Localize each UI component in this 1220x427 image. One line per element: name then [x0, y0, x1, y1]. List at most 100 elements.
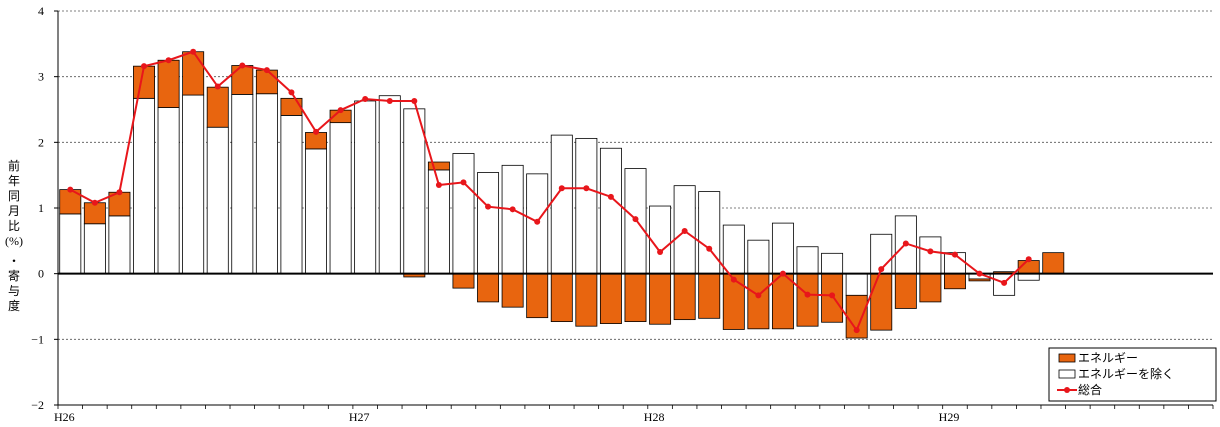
bar-energy [771, 273, 794, 330]
point-total [632, 216, 639, 223]
bar-excluding-energy [698, 191, 721, 275]
point-total [67, 186, 74, 193]
bar-energy [894, 273, 917, 309]
y-axis-title-char: 年 [8, 174, 20, 188]
legend-swatch [1058, 353, 1076, 363]
bar-excluding-energy [305, 148, 327, 275]
point-total [435, 182, 442, 189]
bar-excluding-energy [771, 222, 794, 275]
bar-energy [550, 273, 573, 323]
legend-label: 総合 [1078, 382, 1102, 397]
y-tick-label: 0 [38, 267, 44, 281]
point-total [386, 97, 393, 104]
bar-energy [1042, 252, 1065, 275]
tick-labels: 4 3 2 1 0 −1 −2 H26 H27 H28 H29 [31, 4, 959, 424]
bar-excluding-energy [599, 147, 622, 275]
point-total [509, 206, 516, 213]
bar-excluding-energy [83, 223, 106, 275]
y-axis-title-char: ・ [8, 254, 20, 268]
bar-energy [919, 273, 942, 303]
y-tick-label: −2 [31, 398, 44, 412]
x-tick-label: H29 [939, 410, 960, 424]
point-total [902, 240, 909, 247]
bar-energy [944, 273, 966, 290]
bar-excluding-energy [821, 252, 844, 275]
bar-energy [206, 86, 229, 128]
bar-excluding-energy [280, 115, 303, 275]
y-axis-title-char: 比 [8, 219, 20, 233]
point-total [583, 185, 590, 192]
bar-excluding-energy [329, 122, 352, 275]
y-axis-title-char: 同 [8, 189, 20, 203]
point-total [607, 193, 614, 200]
bar-energy [968, 278, 991, 282]
bar-energy [83, 202, 106, 225]
axes [54, 10, 1214, 409]
point-total [263, 67, 270, 74]
bar-energy [427, 161, 450, 171]
bar-excluding-energy [133, 97, 155, 275]
point-total [534, 218, 541, 225]
bar-excluding-energy [255, 93, 278, 275]
point-total [779, 270, 786, 277]
point-total [927, 248, 934, 255]
bar-excluding-energy [378, 95, 401, 275]
point-total [190, 48, 197, 55]
y-tick-label: 2 [38, 135, 44, 149]
point-total [460, 179, 467, 186]
bar-excluding-energy [403, 108, 426, 275]
y-axis-title-char: 寄 [8, 268, 20, 283]
bar-energy [624, 273, 647, 323]
point-total [288, 89, 295, 96]
x-tick-label: H28 [644, 410, 665, 424]
x-tick-label: H26 [54, 410, 75, 424]
point-total [337, 107, 344, 114]
y-axis-title-char: 与 [8, 284, 20, 298]
point-total [829, 292, 836, 299]
y-axis-title-char: 前 [8, 158, 20, 173]
bar-excluding-energy [182, 94, 205, 275]
y-tick-label: 4 [38, 4, 44, 18]
point-total [141, 63, 148, 70]
point-total [116, 189, 123, 196]
point-total [657, 248, 664, 255]
bar-energy [526, 273, 549, 319]
point-total [411, 97, 418, 104]
bar-excluding-energy [845, 273, 868, 296]
point-total [878, 266, 885, 273]
bar-energy [698, 273, 721, 319]
bar-excluding-energy [108, 215, 131, 275]
legend-swatch [1058, 369, 1076, 379]
y-tick-label: −1 [31, 332, 44, 346]
y-tick-label: 3 [38, 70, 44, 84]
point-total [976, 270, 983, 277]
bar-energy [452, 273, 475, 289]
bar-excluding-energy [550, 134, 573, 275]
legend-label: エネルギー [1078, 351, 1138, 365]
bar-energy [231, 65, 254, 95]
point-total [362, 95, 369, 102]
bar-excluding-energy [919, 236, 942, 275]
point-total [485, 203, 492, 210]
bar-energy [255, 69, 278, 95]
point-total [165, 57, 172, 64]
point-total [313, 128, 320, 135]
bar-energy [599, 273, 622, 324]
point-total [681, 227, 688, 234]
bar-excluding-energy [452, 153, 475, 275]
point-total [558, 185, 565, 192]
y-axis-title-char: 月 [8, 204, 20, 218]
bar-excluding-energy [477, 172, 500, 275]
bar-energy [477, 273, 500, 303]
point-total [1025, 256, 1032, 263]
bar-energy [501, 273, 524, 308]
legend-swatch-marker [1064, 387, 1070, 393]
y-tick-label: 1 [38, 201, 44, 215]
bar-excluding-energy [747, 239, 770, 275]
bar-excluding-energy [796, 246, 819, 275]
y-axis-title-char: (%) [5, 234, 23, 248]
point-total [853, 327, 860, 334]
line-series [67, 48, 1032, 334]
